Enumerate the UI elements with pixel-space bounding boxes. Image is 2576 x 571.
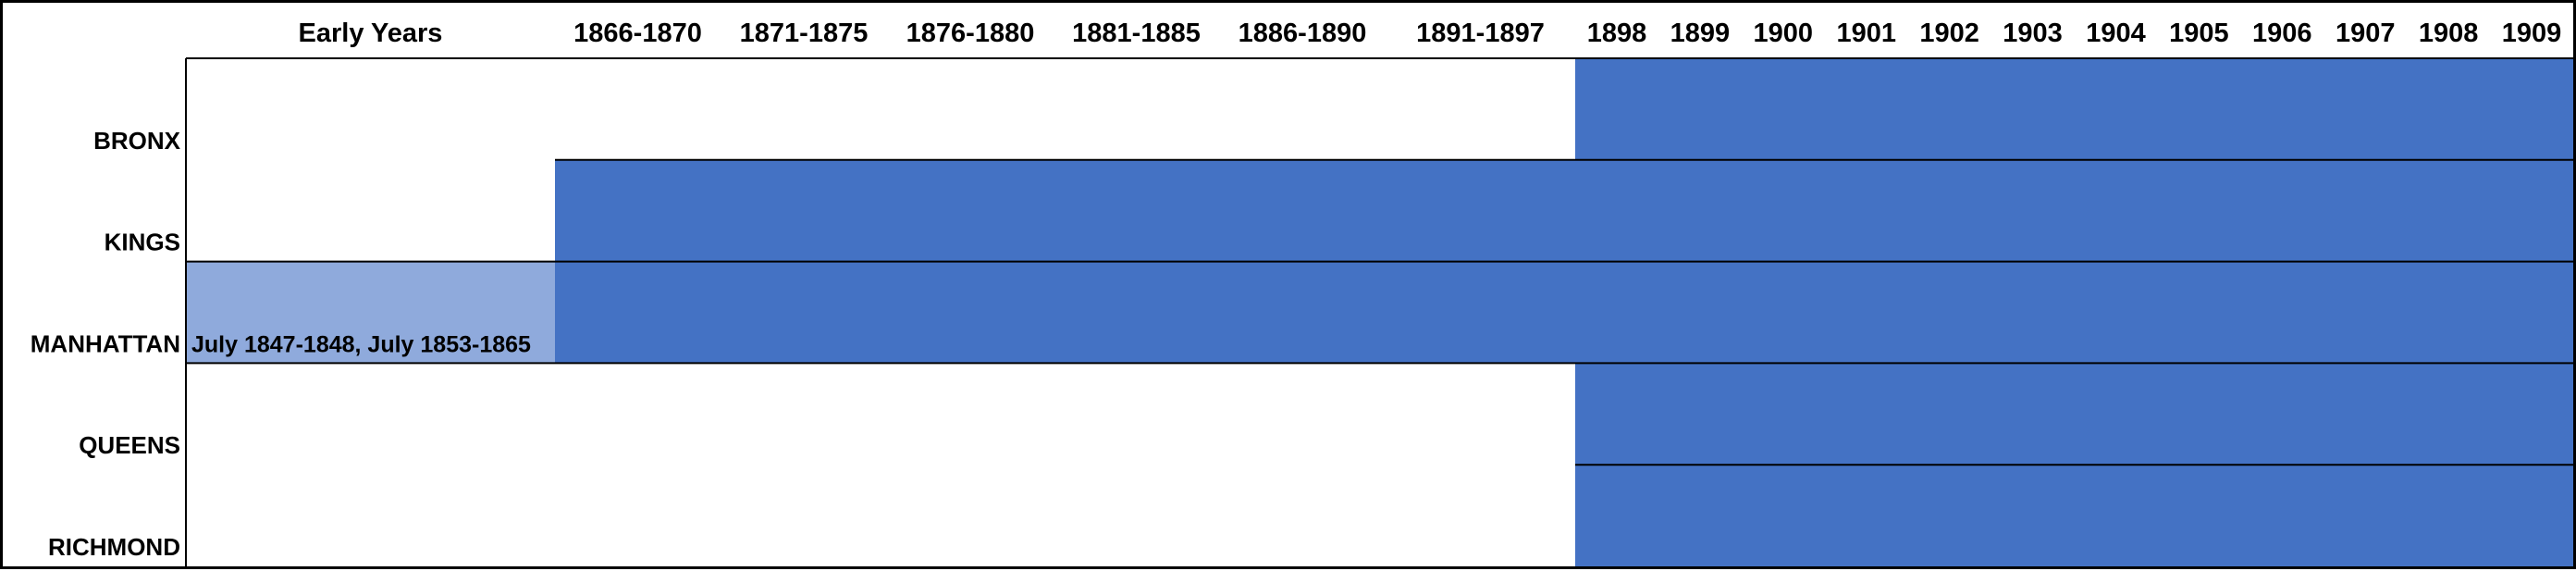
column-header: 1909 [2502,19,2562,48]
column-header: 1900 [1754,19,1814,48]
column-header: 1886-1890 [1239,19,1367,48]
column-header: 1907 [2336,19,2396,48]
column-header: 1903 [2003,19,2063,48]
column-header: 1908 [2419,19,2479,48]
column-header: 1881-1885 [1072,19,1201,48]
column-header: 1904 [2086,19,2146,48]
column-header: 1901 [1836,19,1896,48]
timeline-chart: Early Years 1866-1870 1871-1875 1876-1880 18… [31,19,2573,566]
column-header: 1891-1897 [1416,19,1545,48]
column-header: 1871-1875 [740,19,869,48]
column-header: Early Years [299,19,443,48]
row-label-manhattan: MANHATTAN [31,329,180,357]
column-header: 1876-1880 [906,19,1035,48]
column-header: 1906 [2252,19,2312,48]
column-header: 1899 [1670,19,1731,48]
timeline-bar-kings [555,159,2573,262]
timeline-bar-manhattan [555,261,2573,364]
bar-annotation: July 1847-1848, July 1853-1865 [191,331,531,357]
row-label-richmond: RICHMOND [48,533,180,561]
timeline-bar-queens [1575,363,2573,465]
column-header: 1902 [1919,19,1979,48]
row-label-kings: KINGS [105,229,180,256]
timeline-bar-richmond [1575,465,2573,566]
column-header: 1866-1870 [573,19,702,48]
timeline-bar-bronx [1575,58,2573,160]
timeline-bar-manhattan [186,261,555,364]
row-label-queens: QUEENS [79,431,180,459]
column-header: 1905 [2169,19,2229,48]
column-header: 1898 [1587,19,1647,48]
row-label-bronx: BRONX [93,127,181,155]
